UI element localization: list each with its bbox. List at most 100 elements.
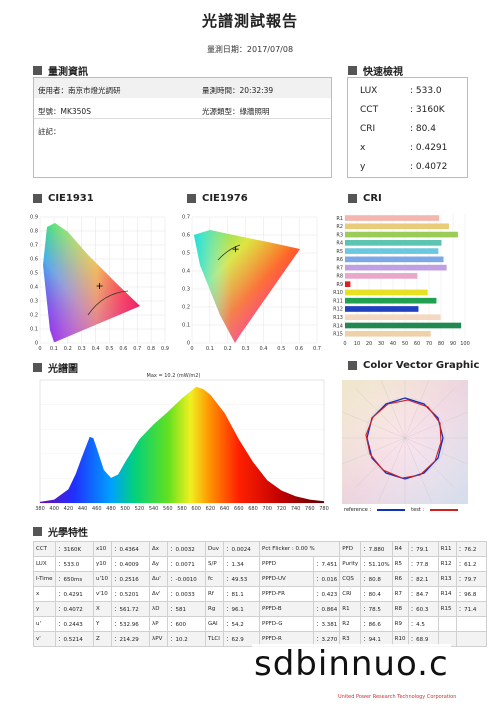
table-cell: ：1.34 (223, 556, 260, 572)
cri-category-label: R7 (336, 265, 343, 271)
table-cell: PPFD (259, 556, 314, 572)
color-vector-graphic (342, 380, 468, 504)
table-cell: CCT (33, 541, 56, 557)
wavelength-tick: 440 (78, 506, 88, 512)
table-cell: PPFD-G (259, 616, 314, 632)
cri-category-label: R6 (336, 257, 343, 263)
table-cell: ：0.2516 (111, 571, 150, 587)
wavelength-tick: 780 (319, 506, 329, 512)
cie1931-chart: 0 0.1 0.2 0.3 0.4 0.5 0.6 0.7 0.8 0.9 0 0.1 0.2 0.3 0.… (30, 215, 169, 353)
table-cell: ：96.1 (223, 601, 260, 617)
reference-swatch (377, 509, 406, 511)
table-cell: ：0.5201 (111, 586, 150, 602)
table-cell: R3 (339, 631, 362, 647)
table-cell: R4 (391, 541, 409, 557)
table-row: I-Time ：650ms u'10 ：0.2516 Δu' ：-0.0010 fc ：49.… (33, 571, 487, 587)
square-bullet-icon (348, 66, 357, 75)
table-cell: ：0.864 (312, 601, 341, 617)
table-cell: R14 (437, 586, 457, 602)
info-panel: 使用者：南京市燈光調研 量測時間：20:32:39 型號：MK350S 光源類型… (33, 77, 332, 178)
table-cell: λD (149, 601, 168, 617)
y-tick-label: 0.9 (30, 215, 38, 221)
table-cell: Purity (339, 556, 362, 572)
table-cell: ：7.451 (312, 556, 341, 572)
cri-bar-r2 (345, 223, 449, 230)
table-cell: R6 (391, 571, 409, 587)
table-cell: PPFD-UV (259, 571, 314, 587)
table-cell: R1 (339, 601, 362, 617)
cri-category-label: R11 (333, 298, 343, 304)
y-tick-label: 0.3 (30, 299, 38, 305)
x-tick-label: 0.8 (147, 346, 155, 352)
table-cell: PPFD-B (259, 601, 314, 617)
wavelength-tick: 660 (234, 506, 244, 512)
cri-bar-r14 (345, 322, 462, 329)
cri-bar-r6 (345, 256, 444, 263)
y-tick-label: 0.8 (30, 229, 38, 235)
wavelength-tick: 520 (135, 506, 145, 512)
cri-bar-chart: 0 10 20 30 40 50 60 70 80 90 100 R1 R2 R3 R4 R5 R6 R7 R8 R9… (333, 214, 470, 347)
wavelength-tick: 560 (163, 506, 173, 512)
table-cell: ：0.016 (312, 571, 341, 587)
table-cell: x (33, 586, 56, 602)
cri-x-tick: 100 (460, 341, 470, 347)
x-tick-label: 0.3 (78, 346, 86, 352)
table-cell: v' (33, 631, 56, 647)
wavelength-tick: 400 (49, 506, 59, 512)
square-bullet-icon (33, 527, 42, 536)
section-cie1931-heading: CIE1931 (33, 193, 94, 204)
optical-properties-table: CCT ：3160K x10 ：0.4364 Δx ：0.0032 Duv ：0.0024 Pc… (33, 541, 487, 647)
x-tick-label: 0.9 (161, 346, 169, 352)
cri-x-tick: 20 (366, 341, 372, 347)
wavelength-tick: 640 (220, 506, 230, 512)
cri-x-tick: 40 (390, 341, 396, 347)
cri-bar-r8 (345, 273, 418, 279)
x-tick-label: 0.5 (105, 346, 113, 352)
cri-x-tick: 80 (438, 341, 444, 347)
y-tick-label: 0.2 (30, 313, 38, 319)
table-cell: Δy (149, 556, 168, 572)
table-cell: ：-0.0010 (167, 571, 206, 587)
table-cell: ：0.0071 (167, 556, 206, 572)
cri-category-label: R15 (333, 332, 343, 338)
x-tick-label: 0.7 (313, 346, 321, 352)
y-tick-label: 0.7 (30, 243, 38, 249)
x-tick-label: 0.4 (259, 346, 267, 352)
table-cell: ：561.72 (111, 601, 150, 617)
x-tick-label: 0.2 (64, 346, 72, 352)
cri-bar-r10 (345, 289, 428, 296)
table-cell: ：0.4072 (55, 601, 94, 617)
x-tick-label: 0.7 (133, 346, 141, 352)
wavelength-tick: 600 (191, 506, 201, 512)
cri-bar-r4 (345, 240, 442, 246)
cri-bar-r11 (345, 297, 437, 304)
table-cell: ：0.423 (312, 586, 341, 602)
table-row: x ：0.4291 v'10 ：0.5201 Δv' ：0.0033 Rf ：81.1 PPFD… (33, 586, 487, 602)
table-cell: λP (149, 616, 168, 632)
cri-category-label: R2 (336, 224, 343, 230)
cie1976-point (232, 246, 239, 253)
table-cell: ：96.8 (455, 586, 487, 602)
table-cell: ：62.9 (223, 631, 260, 647)
table-cell (437, 616, 457, 632)
y-tick-label: 0.3 (182, 287, 190, 293)
spectrum-chart: 380 400 420 440 460 480 500 520 540 560 580 600 620 6… (35, 373, 329, 512)
x-tick-label: 0 (190, 346, 193, 352)
table-cell: ：54.2 (223, 616, 260, 632)
watermark: sdbinnuo.c (252, 644, 451, 684)
table-cell: ：4.5 (407, 616, 439, 632)
table-cell: ：0.0024 (223, 541, 260, 557)
table-row: CCT ：3160K x10 ：0.4364 Δx ：0.0032 Duv ：0.0024 Pc… (33, 541, 487, 557)
square-bullet-icon (33, 66, 42, 75)
wavelength-tick: 580 (177, 506, 187, 512)
cri-category-label: R1 (336, 216, 343, 222)
table-cell: ：81.1 (223, 586, 260, 602)
planckian-locus (87, 290, 129, 316)
y-tick-label: 0.2 (182, 305, 190, 311)
table-cell (455, 631, 487, 647)
table-cell: ：3.381 (312, 616, 341, 632)
x-tick-label: 0.2 (224, 346, 232, 352)
quick-panel: LUX: 533.0 CCT: 3160K CRI: 80.4 x: 0.429… (347, 77, 468, 178)
company-name: United Power Research Technology Corpora… (338, 694, 457, 700)
info-time: 量測時間：20:32:39 (202, 86, 274, 95)
